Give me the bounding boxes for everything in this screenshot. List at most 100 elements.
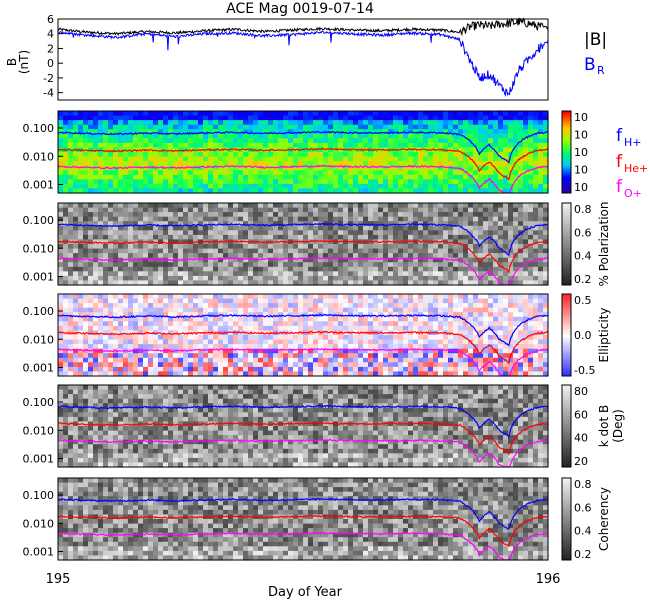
cell xyxy=(268,294,274,300)
cell xyxy=(473,111,479,117)
cell xyxy=(113,170,119,176)
cell xyxy=(383,344,389,350)
cell xyxy=(293,262,299,268)
cell xyxy=(543,133,549,139)
cell xyxy=(158,335,164,341)
cell xyxy=(218,165,224,171)
cell xyxy=(158,325,164,332)
colorbar-step xyxy=(562,260,571,263)
cell xyxy=(148,280,154,286)
cell xyxy=(63,266,69,272)
cell xyxy=(463,203,469,209)
cell xyxy=(418,303,424,309)
cell xyxy=(138,353,144,359)
cell xyxy=(363,335,369,341)
cell xyxy=(453,152,459,158)
cell xyxy=(268,371,274,377)
cell xyxy=(343,362,349,368)
cell xyxy=(228,275,234,282)
cell xyxy=(323,325,329,332)
cell xyxy=(68,230,74,236)
cell xyxy=(498,207,504,213)
cell xyxy=(293,174,299,180)
cell xyxy=(73,253,79,259)
cell xyxy=(418,174,424,180)
cell xyxy=(73,174,79,180)
cell xyxy=(308,203,314,209)
cell xyxy=(213,161,219,167)
cell xyxy=(313,325,319,332)
cell xyxy=(113,152,119,158)
cell xyxy=(113,124,119,130)
cell xyxy=(458,129,464,135)
cell xyxy=(78,280,84,286)
cell xyxy=(193,257,199,263)
cell xyxy=(258,248,264,254)
cell xyxy=(233,234,239,241)
cell xyxy=(518,239,524,245)
cell xyxy=(248,156,254,162)
cell xyxy=(288,280,294,286)
cell xyxy=(128,124,134,130)
cell xyxy=(388,129,394,135)
cell xyxy=(323,362,329,368)
cell xyxy=(223,280,229,286)
cell xyxy=(528,170,534,176)
cell xyxy=(163,257,169,263)
cell xyxy=(538,129,544,135)
cell xyxy=(268,129,274,135)
cell xyxy=(388,216,394,222)
cell xyxy=(188,221,194,227)
cell xyxy=(368,170,374,176)
cell xyxy=(308,357,314,363)
colorbar-step xyxy=(562,225,571,229)
cell xyxy=(68,303,74,309)
cell xyxy=(523,124,529,130)
cell xyxy=(323,170,329,176)
cell xyxy=(338,271,344,277)
cell xyxy=(498,174,504,180)
cell xyxy=(88,335,94,341)
cell xyxy=(118,165,124,171)
cell xyxy=(138,312,144,318)
cell xyxy=(353,257,359,263)
cell xyxy=(313,239,319,245)
cell xyxy=(188,124,194,130)
cell xyxy=(323,366,329,373)
cell xyxy=(323,234,329,241)
cell xyxy=(323,307,329,313)
cell xyxy=(418,216,424,222)
cell xyxy=(303,207,309,213)
cell xyxy=(238,298,244,304)
cell xyxy=(333,253,339,259)
cell xyxy=(263,124,269,130)
cell xyxy=(398,266,404,272)
cell xyxy=(413,133,419,139)
cell xyxy=(513,239,519,245)
cell xyxy=(58,225,64,231)
cell xyxy=(308,280,314,286)
cell xyxy=(353,335,359,341)
cell xyxy=(473,234,479,241)
cell xyxy=(118,321,124,327)
cell xyxy=(368,207,374,213)
cell xyxy=(183,115,189,121)
cell xyxy=(403,230,409,236)
cell xyxy=(83,221,89,227)
cell xyxy=(158,174,164,180)
cell xyxy=(103,170,109,176)
cell xyxy=(198,188,204,194)
cell xyxy=(388,357,394,363)
cell xyxy=(68,344,74,350)
cell xyxy=(303,244,309,250)
cell xyxy=(473,275,479,282)
cell xyxy=(238,271,244,277)
cell xyxy=(83,111,89,117)
cell xyxy=(443,138,449,144)
cell xyxy=(358,133,364,139)
cell xyxy=(208,133,214,139)
cell xyxy=(133,129,139,135)
cell xyxy=(383,207,389,213)
cell xyxy=(63,294,69,300)
cell xyxy=(73,257,79,263)
